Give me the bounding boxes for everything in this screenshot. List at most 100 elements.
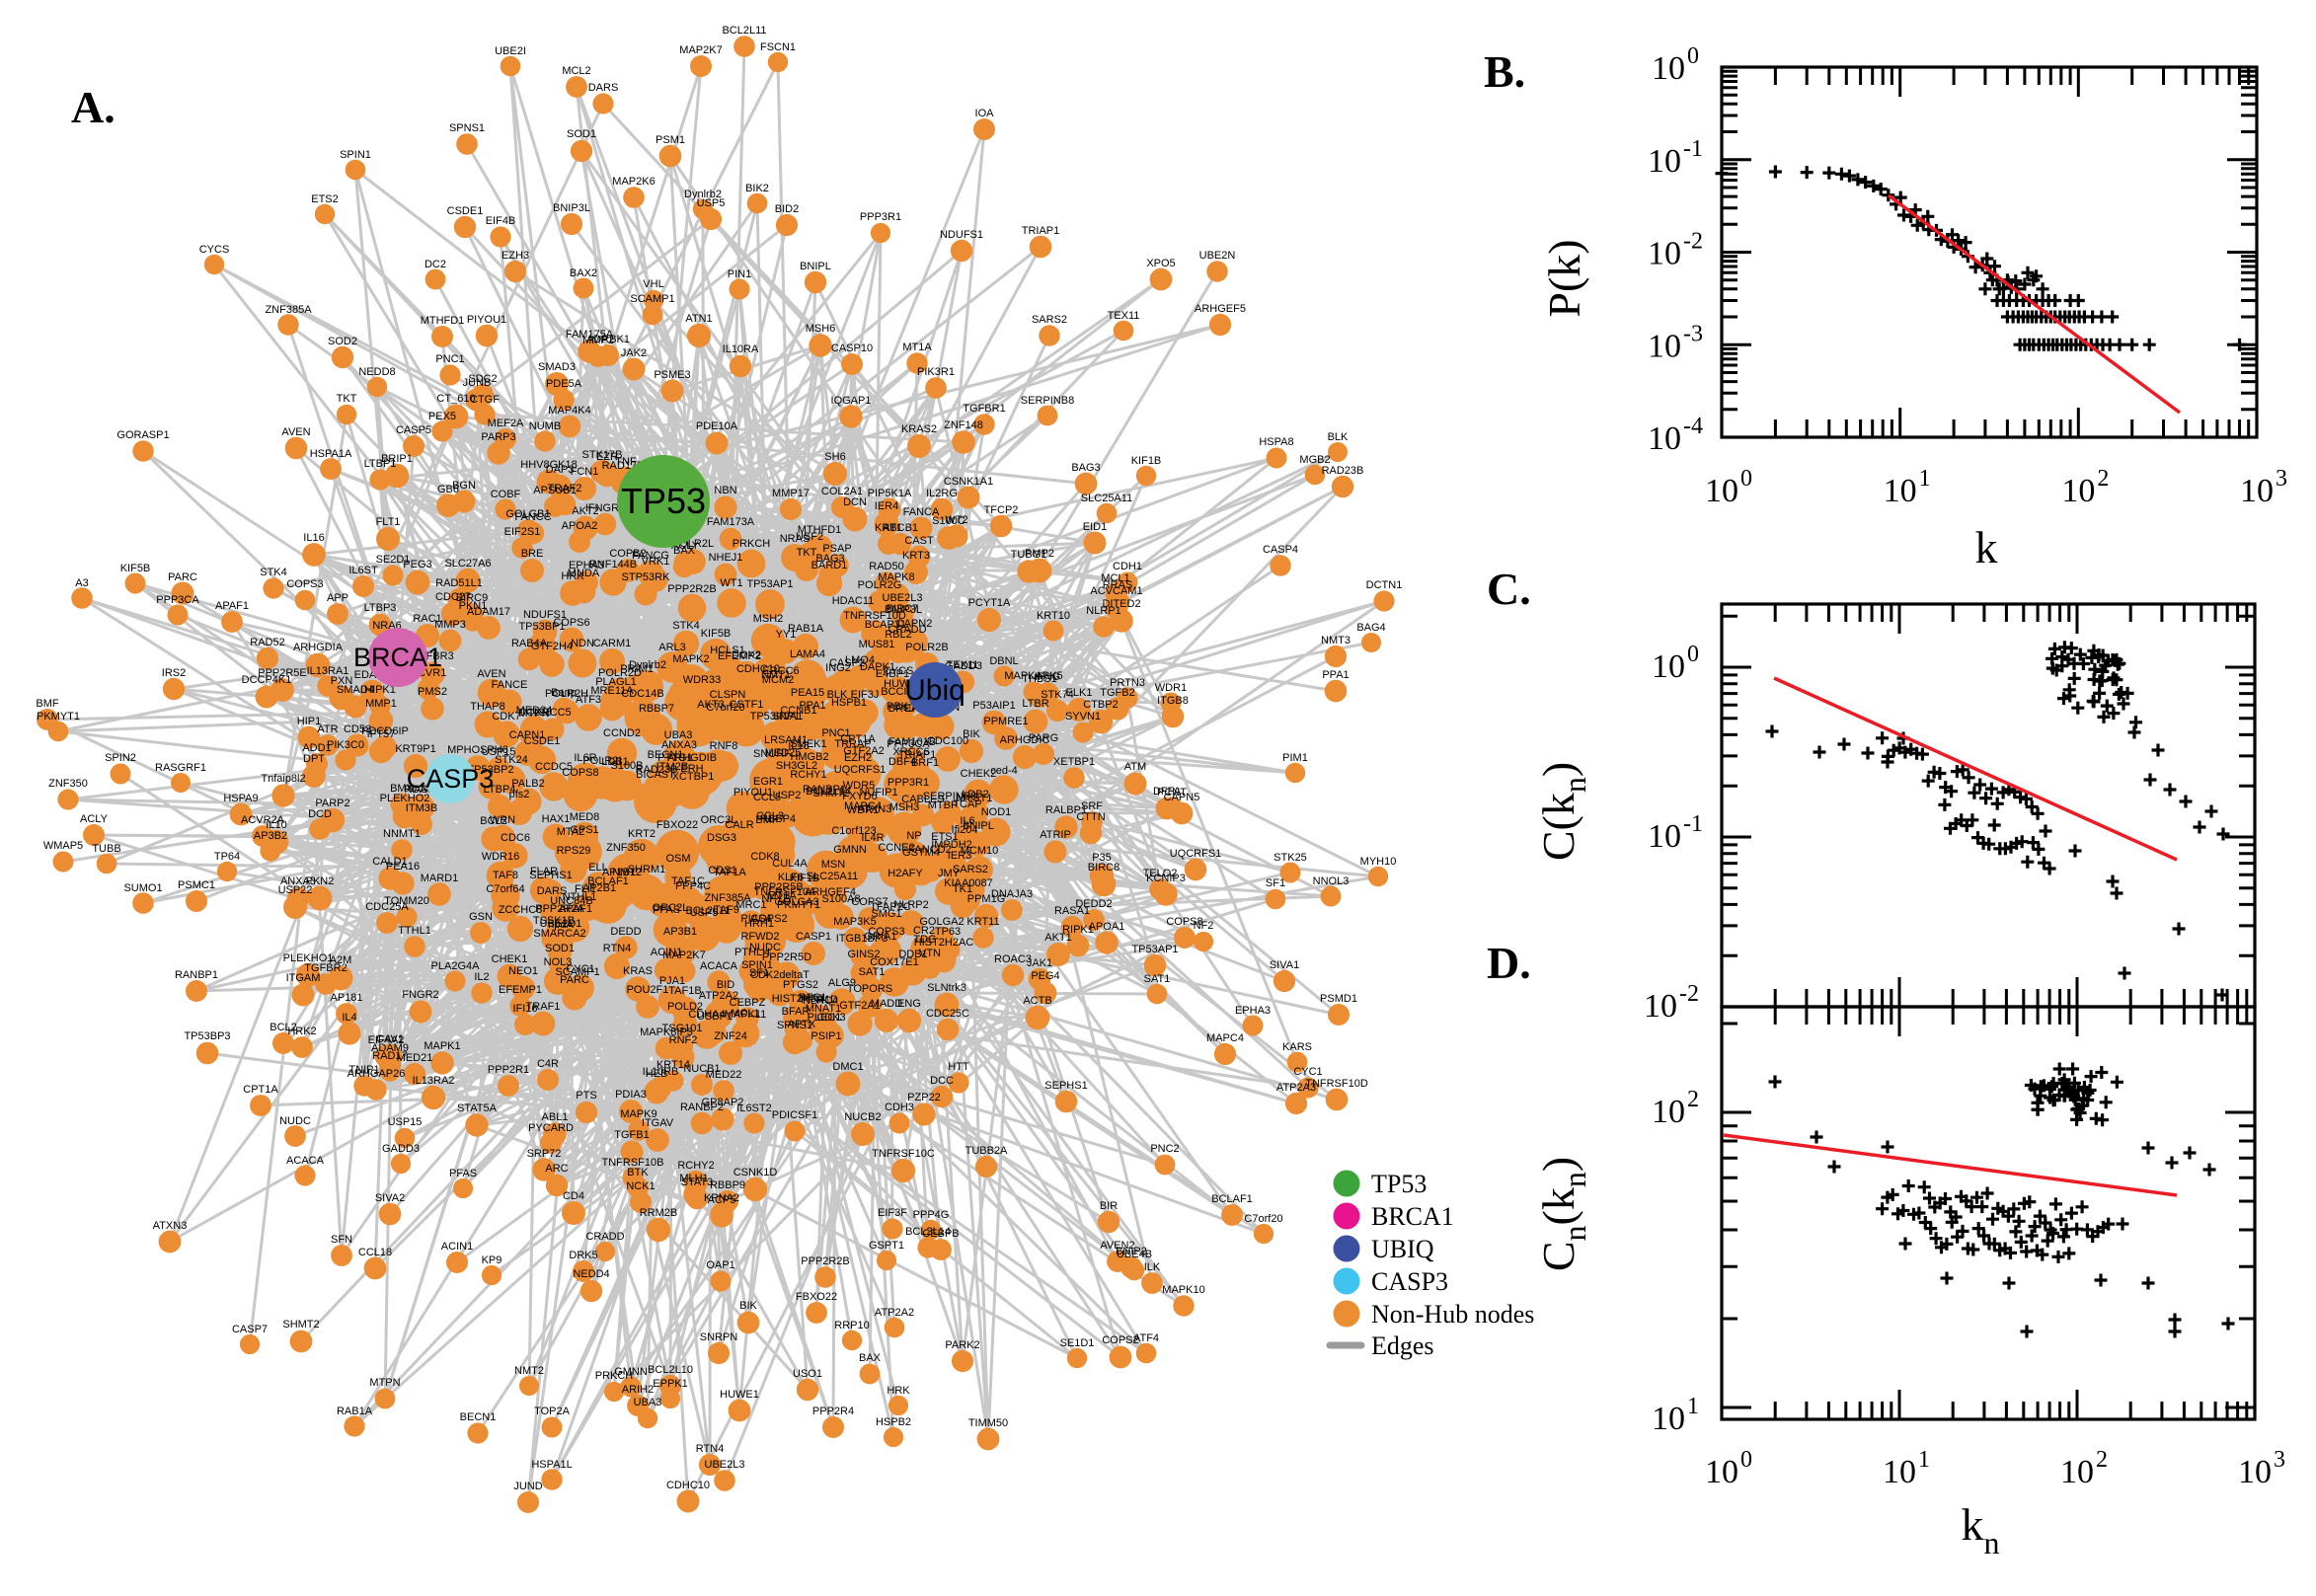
svg-text:IER3: IER3 [948,850,971,862]
svg-text:MMP3: MMP3 [434,619,466,631]
svg-text:MAP2K7: MAP2K7 [662,950,705,961]
svg-text:SNRPN: SNRPN [700,1331,738,1343]
svg-text:PSMC1: PSMC1 [178,879,215,891]
svg-text:HTT: HTT [948,1061,969,1073]
svg-text:PARC: PARC [560,974,589,986]
svg-text:PIK3R1: PIK3R1 [917,366,955,378]
svg-text:-1: -1 [1683,811,1703,837]
svg-text:BRIP1: BRIP1 [381,453,413,465]
svg-text:PEG3: PEG3 [403,559,431,570]
svg-text:XRCC5: XRCC5 [534,707,571,719]
svg-text:HRK: HRK [561,570,584,582]
svg-text:RRM2B: RRM2B [640,1207,678,1219]
svg-text:CCND2: CCND2 [603,727,641,739]
svg-text:PPMRE1: PPMRE1 [983,716,1028,727]
svg-text:KRT11: KRT11 [966,916,999,928]
svg-text:WDR1: WDR1 [1155,682,1187,694]
svg-text:PALB2: PALB2 [511,778,544,790]
svg-text:EIF4A2: EIF4A2 [368,1034,405,1046]
svg-text:PPP2R2B: PPP2R2B [667,583,717,595]
svg-text:STAT5A: STAT5A [457,1102,498,1114]
svg-text:SPIN2: SPIN2 [105,752,136,764]
svg-text:BFAR: BFAR [782,1006,811,1018]
svg-text:SDC2: SDC2 [468,373,497,385]
svg-text:PKN1: PKN1 [459,600,488,612]
svg-text:BARD1: BARD1 [811,560,848,571]
svg-text:JAK1: JAK1 [1027,957,1052,969]
svg-text:GMNN: GMNN [833,844,867,856]
svg-text:CDHA4: CDHA4 [688,1009,725,1021]
svg-text:HHV8GK18: HHV8GK18 [520,459,577,471]
svg-text:HSPA1L: HSPA1L [531,1459,572,1471]
svg-text:RFWD2: RFWD2 [740,931,779,943]
svg-text:SPIN1: SPIN1 [340,149,371,161]
svg-text:TNFRSF10A: TNFRSF10A [754,886,817,898]
svg-text:P(k): P(k) [1539,239,1589,317]
svg-text:CALR: CALR [725,819,753,831]
svg-text:E4BP1: E4BP1 [876,668,909,680]
svg-text:RAD23B: RAD23B [1322,465,1364,477]
svg-text:MRC1: MRC1 [735,899,766,911]
svg-text:MAPC4: MAPC4 [1206,1032,1244,1044]
svg-text:GTF2A1: GTF2A1 [839,1000,881,1012]
svg-text:ETS1: ETS1 [931,831,959,843]
svg-text:GOLGA3: GOLGA3 [774,896,818,908]
svg-text:ARHGDIA: ARHGDIA [293,642,344,653]
svg-text:RBBP7: RBBP7 [639,703,674,715]
svg-text:ACVR2A: ACVR2A [241,814,285,826]
svg-text:KIF1B: KIF1B [1131,455,1162,467]
svg-text:DNAJA3: DNAJA3 [991,888,1033,900]
svg-text:10: 10 [2060,1454,2094,1490]
svg-text:ATM: ATM [1124,761,1146,773]
svg-text:DITED2: DITED2 [1102,598,1140,610]
svg-text:IER4: IER4 [875,500,898,512]
svg-text:BRF1: BRF1 [911,757,939,769]
svg-text:BICAST: BICAST [636,769,675,781]
svg-text:CASP2: CASP2 [829,657,865,669]
svg-text:PNC2: PNC2 [1150,1143,1179,1155]
svg-text:PIAS4: PIAS4 [740,913,771,925]
svg-text:KRT14: KRT14 [656,1059,690,1071]
svg-text:Ubiq: Ubiq [904,674,965,707]
svg-text:HRH1: HRH1 [744,918,774,930]
svg-text:HCLS1: HCLS1 [710,645,744,656]
svg-text:RANBP2: RANBP2 [680,1102,724,1113]
svg-text:IL13RA2: IL13RA2 [413,1075,455,1087]
svg-text:KARS: KARS [1282,1041,1312,1053]
svg-text:RIPK1: RIPK1 [1062,924,1094,936]
svg-text:KRT2: KRT2 [628,828,656,840]
svg-text:RAB4A: RAB4A [511,638,548,649]
svg-text:BAX: BAX [673,545,696,557]
svg-text:DCCP4K1: DCCP4K1 [242,674,292,686]
svg-text:PFAS: PFAS [449,1168,477,1179]
svg-text:10: 10 [1648,143,1681,180]
svg-text:LTBR: LTBR [1022,698,1048,710]
svg-text:SLC25A11: SLC25A11 [807,871,858,882]
svg-text:CDK7: CDK7 [492,711,520,722]
svg-text:TP53BP1: TP53BP1 [518,621,565,633]
svg-text:CAST: CAST [904,535,934,547]
svg-text:AP3B1: AP3B1 [663,926,697,938]
svg-text:PDCD6IP: PDCD6IP [361,725,409,737]
svg-text:PARP3: PARP3 [481,431,515,443]
svg-text:ARL3: ARL3 [658,642,686,653]
svg-text:DEDD2: DEDD2 [1075,898,1112,910]
svg-text:KRT1: KRT1 [875,522,902,534]
svg-text:MAP3K5: MAP3K5 [833,916,876,928]
svg-text:RAD23B: RAD23B [636,764,678,776]
svg-text:AP3B2: AP3B2 [254,830,287,842]
svg-text:EPPK1: EPPK1 [653,1378,687,1390]
svg-text:IL4R: IL4R [861,832,884,844]
svg-text:DCD: DCD [308,808,332,820]
svg-text:TNIP1: TNIP1 [348,1064,379,1076]
svg-text:RTN4: RTN4 [696,1443,725,1455]
svg-text:FANCE: FANCE [492,679,528,691]
svg-text:MTBP: MTBP [928,799,959,811]
svg-text:WDR33: WDR33 [683,674,722,686]
svg-text:EZR: EZR [596,451,618,463]
svg-text:FBXO22: FBXO22 [656,819,698,831]
svg-text:IOA: IOA [975,108,995,119]
svg-text:DAP3: DAP3 [546,464,575,476]
svg-text:NUCB2: NUCB2 [844,1111,881,1123]
svg-text:RAD51L1: RAD51L1 [435,577,483,589]
